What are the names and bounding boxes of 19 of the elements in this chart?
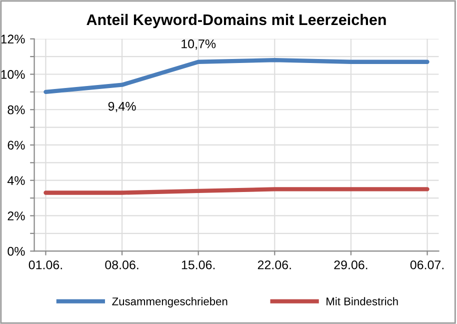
y-tick-label: 6% bbox=[8, 140, 25, 150]
y-tick-label: 8% bbox=[8, 105, 25, 114]
line-series bbox=[44, 58, 430, 94]
annotation: 9,4% bbox=[108, 102, 136, 112]
y-tick-label: 0% bbox=[8, 246, 25, 256]
x-tick-label: 15.06. bbox=[182, 260, 215, 270]
y-tick-label: 2% bbox=[8, 212, 25, 220]
x-tick-label: 06.07. bbox=[410, 260, 444, 270]
y-tick-label: 4% bbox=[7, 176, 25, 185]
x-tick-label: 01.06. bbox=[28, 260, 62, 270]
y-tick-label: 10% bbox=[1, 70, 25, 79]
legend-label: Zusammengeschrieben bbox=[112, 297, 228, 308]
x-tick-label: 22.06. bbox=[258, 260, 291, 270]
chart-title: Anteil Keyword-Domains mit Leerzeichen bbox=[86, 14, 386, 28]
legend-label: Mit Bindestrich bbox=[326, 297, 398, 306]
annotation: 10,7% bbox=[182, 39, 216, 50]
x-tick-label: 29.06. bbox=[334, 260, 368, 270]
x-tick-label: 08.06. bbox=[105, 260, 138, 270]
y-tick-label: 12% bbox=[1, 34, 25, 44]
